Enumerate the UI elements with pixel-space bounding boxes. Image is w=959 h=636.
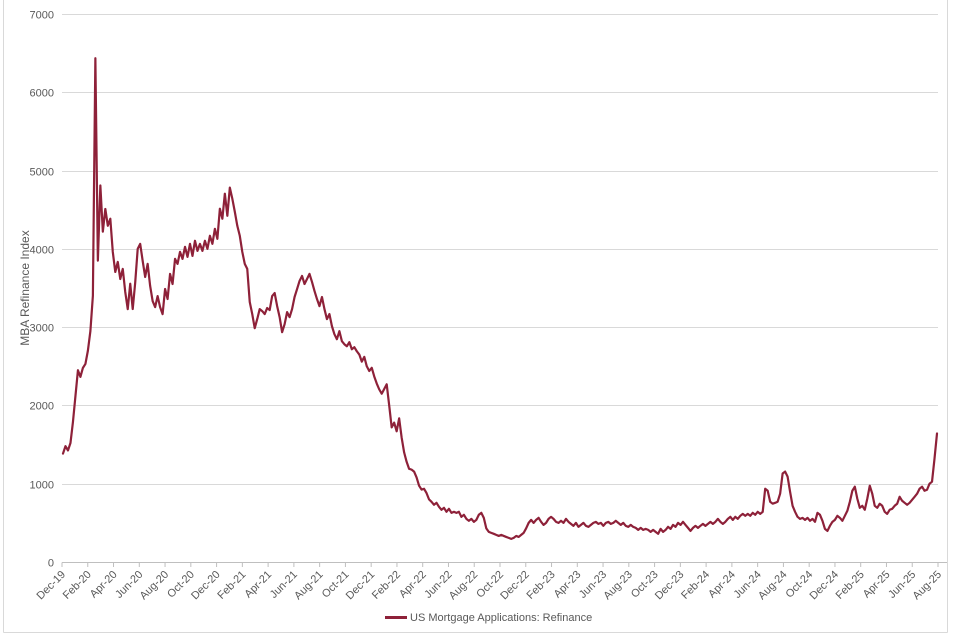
x-tick-label: Apr-23 bbox=[552, 569, 584, 601]
x-tick-label: Feb-22 bbox=[370, 569, 403, 602]
legend: US Mortgage Applications: Refinance bbox=[385, 612, 592, 624]
x-tick-label: Dec-22 bbox=[498, 569, 532, 603]
y-tick-label: 2000 bbox=[30, 401, 54, 413]
x-tick-label: Feb-23 bbox=[525, 569, 558, 602]
legend-label: US Mortgage Applications: Refinance bbox=[410, 612, 592, 624]
x-tick-label: Apr-24 bbox=[706, 569, 738, 601]
y-tick-label: 1000 bbox=[30, 480, 54, 492]
x-tick-label: Feb-20 bbox=[61, 569, 94, 602]
y-axis-title: MBA Refinance Index bbox=[18, 230, 32, 345]
x-tick-label: Apr-25 bbox=[861, 569, 893, 601]
gridlines bbox=[62, 14, 938, 563]
x-axis-tick-labels: Dec-19Feb-20Apr-20Jun-20Aug-20Oct-20Dec-… bbox=[35, 569, 945, 603]
x-tick-label: Apr-22 bbox=[397, 569, 429, 601]
x-tick-label: Dec-21 bbox=[344, 569, 378, 603]
x-tick-label: Feb-25 bbox=[834, 569, 867, 602]
x-tick-label: Aug-24 bbox=[756, 569, 790, 603]
x-tick-label: Aug-25 bbox=[911, 569, 945, 603]
x-tick-label: Dec-20 bbox=[189, 569, 223, 603]
x-tick-label: Aug-23 bbox=[601, 569, 635, 603]
y-tick-label: 0 bbox=[48, 558, 54, 570]
y-tick-label: 5000 bbox=[30, 167, 54, 179]
y-tick-label: 3000 bbox=[30, 323, 54, 335]
y-tick-label: 6000 bbox=[30, 88, 54, 100]
x-tick-label: Aug-21 bbox=[292, 569, 326, 603]
x-tick-label: Aug-22 bbox=[447, 569, 481, 603]
y-tick-label: 4000 bbox=[30, 245, 54, 257]
x-tick-label: Aug-20 bbox=[138, 569, 172, 603]
y-axis-tick-labels: 0 1000 2000 3000 4000 5000 6000 7000 bbox=[30, 10, 54, 570]
refinance-line-series bbox=[61, 57, 939, 541]
x-tick-label: Dec-19 bbox=[35, 569, 69, 603]
x-axis bbox=[61, 562, 947, 567]
x-tick-label: Dec-24 bbox=[807, 569, 841, 603]
chart-frame-border bbox=[3, 0, 948, 633]
x-tick-label: Apr-20 bbox=[88, 569, 120, 601]
y-tick-label: 7000 bbox=[30, 10, 54, 22]
x-tick-label: Apr-21 bbox=[242, 569, 274, 601]
x-tick-label: Feb-24 bbox=[679, 569, 712, 602]
x-tick-label: Dec-23 bbox=[653, 569, 687, 603]
x-tick-label: Feb-21 bbox=[215, 569, 248, 602]
